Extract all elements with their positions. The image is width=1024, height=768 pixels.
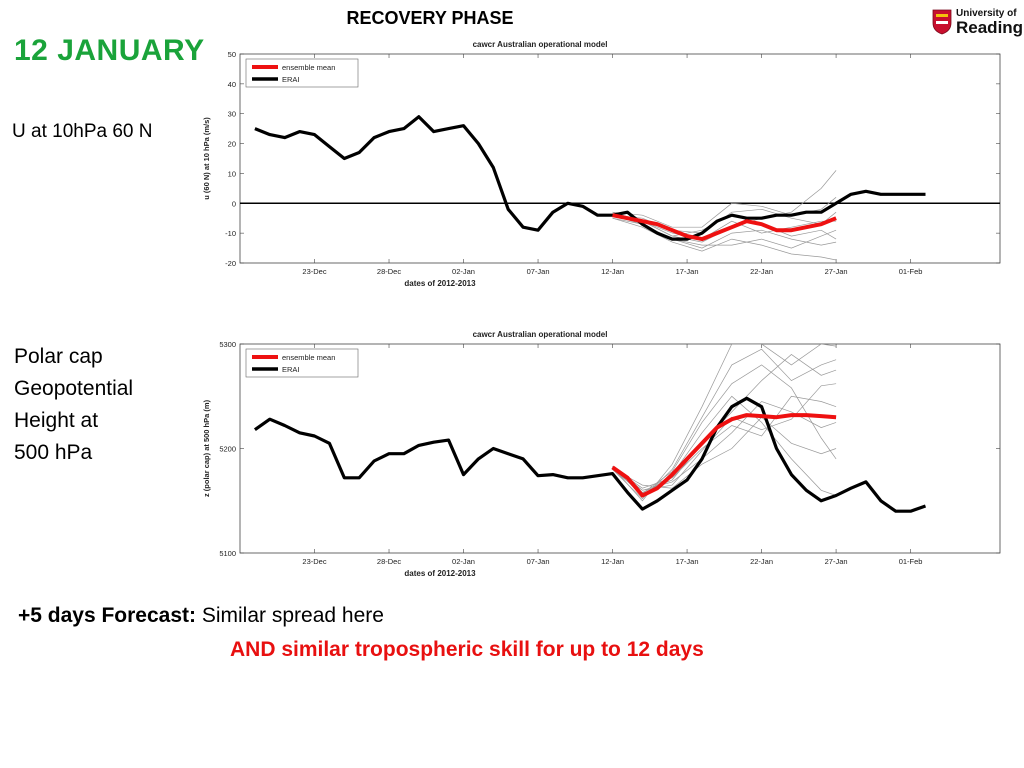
- x-tick-label: 12-Jan: [601, 267, 624, 276]
- chart1-label: U at 10hPa 60 N: [12, 121, 153, 142]
- date-title: 12 JANUARY: [14, 34, 205, 67]
- ensemble-mean-line: [611, 413, 837, 498]
- geopotential-chart: cawcr Australian operational model 5100 52…: [202, 330, 1001, 578]
- forecast-label: +5 days Forecast:: [18, 604, 197, 627]
- x-tick-label: 12-Jan: [601, 557, 624, 566]
- forecast-note: +5 days Forecast: Similar spread here: [18, 604, 384, 628]
- logo-line-1: University of: [956, 8, 1017, 19]
- x-tick-label: 01-Feb: [899, 557, 923, 566]
- x-tick-label: 02-Jan: [452, 557, 475, 566]
- y-tick-label: 40: [228, 80, 236, 89]
- x-tick-label: 07-Jan: [527, 557, 550, 566]
- university-logo: University of Reading: [932, 8, 1024, 40]
- chart-title: cawcr Australian operational model: [473, 40, 608, 49]
- ensemble-member-line: [612, 395, 837, 489]
- legend: ensemble mean ERAI: [245, 348, 359, 378]
- legend-label: ERAI: [282, 75, 300, 84]
- x-tick-label: 28-Dec: [377, 557, 401, 566]
- plot-area: [239, 53, 1001, 264]
- chart2-label-line: Geopotential: [14, 377, 134, 400]
- y-axis-label: u (60 N) at 10 hPa (m/s): [202, 117, 211, 200]
- y-tick-label: 50: [228, 50, 236, 59]
- x-tick-label: 17-Jan: [676, 557, 699, 566]
- chart2-label-line: Polar cap: [14, 345, 103, 368]
- chart2-label-line: Height at: [14, 409, 99, 432]
- y-tick-label: -20: [225, 259, 236, 268]
- legend-box: [245, 58, 359, 88]
- chart2-label-line: 500 hPa: [14, 441, 93, 464]
- plot-area: [239, 343, 1001, 554]
- chart-title: cawcr Australian operational model: [473, 330, 608, 339]
- x-tick-label: 22-Jan: [750, 557, 773, 566]
- x-tick-label: 23-Dec: [302, 557, 326, 566]
- legend-label: ERAI: [282, 365, 300, 374]
- shield-icon: [932, 9, 952, 35]
- y-tick-label: 0: [232, 199, 236, 208]
- x-tick-label: 27-Jan: [825, 267, 848, 276]
- chart2-label: Polar cap Geopotential Height at 500 hPa: [14, 341, 194, 469]
- plot-lines: [254, 115, 926, 261]
- y-tick-label: 5100: [219, 549, 236, 558]
- erai-line: [253, 396, 927, 513]
- erai-line: [254, 115, 926, 241]
- legend-box: [245, 348, 359, 378]
- y-tick-label: 30: [228, 110, 236, 119]
- logo-line-2: Reading: [956, 18, 1024, 37]
- y-tick-label: 10: [228, 169, 236, 178]
- x-tick-label: 22-Jan: [750, 267, 773, 276]
- x-tick-label: 27-Jan: [825, 557, 848, 566]
- x-axis-label: dates of 2012-2013: [404, 569, 476, 578]
- y-tick-label: 5300: [219, 340, 236, 349]
- skill-note: AND similar tropospheric skill for up to…: [230, 638, 704, 661]
- ensemble-member-line: [612, 217, 837, 261]
- y-tick-label: 20: [228, 140, 236, 149]
- ensemble-member-line: [612, 364, 837, 494]
- x-tick-label: 01-Feb: [899, 267, 923, 276]
- forecast-text: Similar spread here: [196, 604, 384, 627]
- y-axis-label: z (polar cap) at 500 hPa (m): [202, 399, 211, 497]
- x-tick-label: 02-Jan: [452, 267, 475, 276]
- x-tick-label: 28-Dec: [377, 267, 401, 276]
- legend: ensemble mean ERAI: [245, 58, 359, 88]
- x-tick-label: 07-Jan: [527, 267, 550, 276]
- legend-label: ensemble mean: [282, 63, 335, 72]
- legend-label: ensemble mean: [282, 353, 335, 362]
- slide-heading: RECOVERY PHASE: [346, 8, 514, 28]
- u-wind-chart: cawcr Australian operational model -20 -10…: [202, 40, 1001, 288]
- ensemble-mean-line: [612, 213, 837, 242]
- ensemble-member-line: [612, 401, 837, 491]
- y-tick-label: -10: [225, 229, 236, 238]
- x-tick-label: 17-Jan: [676, 267, 699, 276]
- x-axis-label: dates of 2012-2013: [404, 279, 476, 288]
- x-tick-label: 23-Dec: [302, 267, 326, 276]
- plot-lines: [253, 344, 927, 513]
- y-tick-label: 5200: [219, 445, 236, 454]
